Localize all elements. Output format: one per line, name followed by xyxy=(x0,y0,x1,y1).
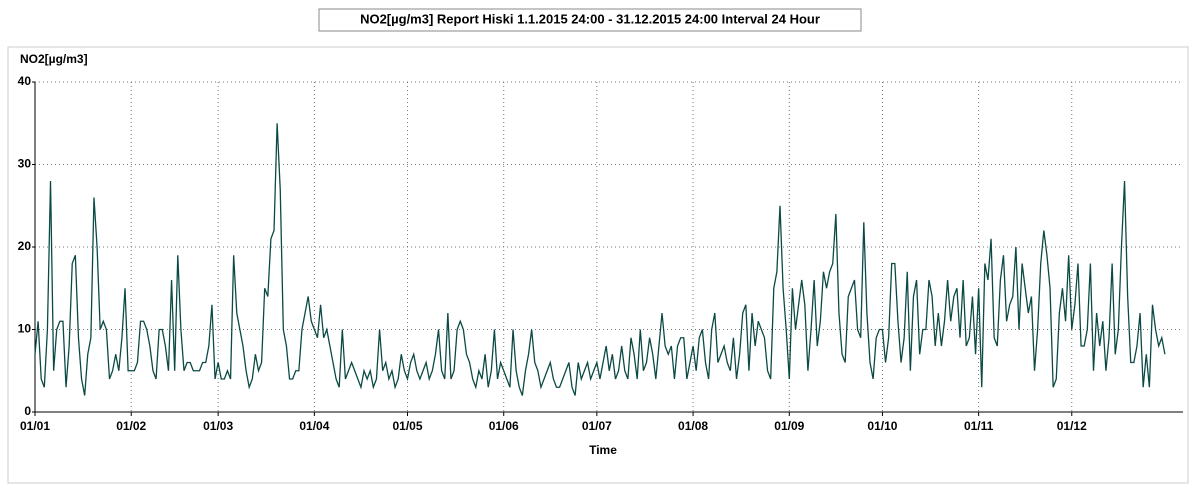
y-tick-label: 0 xyxy=(24,404,31,418)
x-tick-label: 01/02 xyxy=(116,419,146,433)
x-tick-label: 01/12 xyxy=(1057,419,1087,433)
x-tick-label: 01/10 xyxy=(867,419,897,433)
y-axis-label: NO2[µg/m3] xyxy=(20,52,88,66)
y-tick-label: 10 xyxy=(18,322,32,336)
chart-frame xyxy=(7,46,1189,484)
y-tick-label: 20 xyxy=(18,239,32,253)
y-tick-label: 40 xyxy=(18,74,32,88)
x-tick-label: 01/07 xyxy=(582,419,612,433)
x-tick-label: 01/09 xyxy=(774,419,804,433)
x-tick-label: 01/11 xyxy=(964,419,994,433)
x-axis-label: Time xyxy=(589,443,617,457)
x-tick-label: 01/04 xyxy=(299,419,329,433)
x-tick-label: 01/06 xyxy=(489,419,519,433)
title-box xyxy=(318,8,862,32)
data-line xyxy=(34,123,1166,396)
x-tick-label: 01/01 xyxy=(20,419,50,433)
x-tick-label: 01/03 xyxy=(203,419,233,433)
x-tick-label: 01/08 xyxy=(678,419,708,433)
x-tick-label: 01/05 xyxy=(392,419,422,433)
chart-title: NO2[µg/m3] Report Hiski 1.1.2015 24:00 -… xyxy=(360,11,820,26)
y-tick-label: 30 xyxy=(18,157,32,171)
